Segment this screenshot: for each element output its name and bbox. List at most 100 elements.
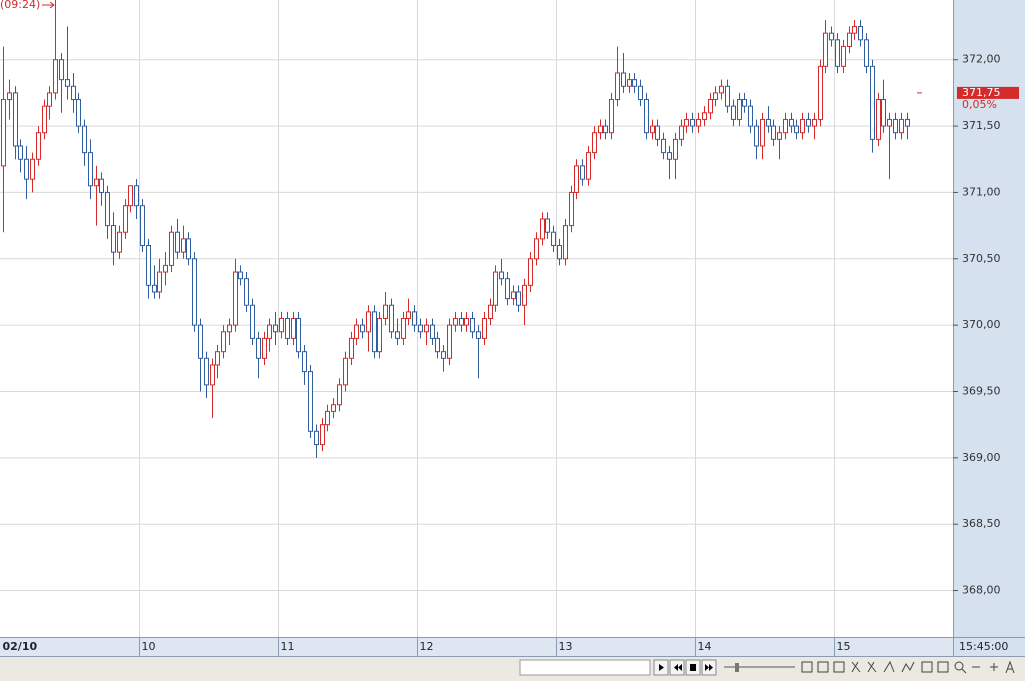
candle-body: [742, 99, 747, 107]
candle-body: [94, 178, 99, 187]
icon: [690, 664, 696, 671]
candle-body: [615, 72, 620, 101]
candle-body: [302, 351, 307, 373]
tool-icon[interactable]: [921, 661, 933, 673]
annotation: (09:24): [0, 0, 40, 11]
candle-body: [192, 258, 197, 326]
candle-body: [569, 191, 574, 227]
candle-body: [488, 304, 493, 319]
candle-body: [215, 351, 220, 366]
candle-body: [349, 337, 354, 359]
candle-body: [152, 284, 157, 293]
candle-body: [227, 324, 232, 333]
x-tick-label: 15: [837, 640, 851, 653]
candle-body: [516, 291, 521, 306]
candle-body: [708, 99, 713, 114]
scroll-track[interactable]: [519, 659, 651, 676]
icon: [705, 664, 713, 671]
candle-body: [777, 132, 782, 140]
candle-body: [679, 125, 684, 140]
icon: [659, 664, 664, 671]
candle-body: [655, 125, 660, 140]
tool-icon[interactable]: [901, 661, 915, 673]
candle-body: [285, 318, 290, 339]
candle-body: [273, 324, 278, 333]
last-time-label: 15:45:00: [959, 640, 1008, 653]
candle-body: [65, 79, 70, 87]
last-price-box: [957, 86, 1019, 99]
candle-body: [493, 271, 498, 306]
x-tick-label: 02/10: [3, 640, 38, 653]
y-tick-label: 371,00: [962, 185, 1001, 198]
candle-body: [175, 231, 180, 253]
tool-icon[interactable]: [817, 661, 829, 673]
candle-body: [551, 231, 556, 247]
zoom-icon[interactable]: [954, 661, 964, 671]
candle-body: [18, 145, 23, 160]
font-icon[interactable]: [1005, 660, 1015, 674]
candle-body: [887, 118, 892, 127]
candle-body: [574, 165, 579, 193]
candle-body: [406, 311, 411, 320]
candle-body: [858, 26, 863, 41]
slider-thumb[interactable]: [735, 663, 739, 672]
candle-body: [684, 118, 689, 127]
candle-body: [545, 218, 550, 233]
candle-body: [366, 311, 371, 333]
candle-body: [621, 72, 626, 87]
tool-icon[interactable]: [937, 661, 949, 673]
candle-body: [233, 271, 238, 326]
candle-body: [383, 304, 388, 319]
zoom-icon[interactable]: [961, 668, 967, 674]
time-axis-panel: [0, 637, 953, 657]
candle-body: [82, 125, 87, 154]
candle-body: [476, 331, 481, 339]
tool-icon[interactable]: [851, 661, 861, 673]
candle-body: [42, 105, 47, 134]
candle-body: [105, 191, 110, 227]
candle-body: [401, 318, 406, 339]
icon: [674, 664, 682, 671]
candle-body: [609, 99, 614, 134]
candle-body: [760, 118, 765, 147]
candle-body: [360, 324, 365, 333]
candle-body: [343, 357, 348, 386]
candle-body: [511, 291, 516, 300]
candle-body: [667, 152, 672, 160]
y-tick-label: 370,00: [962, 318, 1001, 331]
candle-body: [818, 65, 823, 120]
candle-body: [823, 32, 828, 67]
x-tick-label: 12: [420, 640, 434, 653]
candle-body: [424, 324, 429, 333]
plus-icon[interactable]: [990, 663, 998, 671]
x-tick-label: 13: [559, 640, 573, 653]
tool-icon[interactable]: [883, 660, 895, 673]
candle-body: [169, 231, 174, 266]
candle-body: [111, 225, 116, 253]
candle-body: [296, 318, 301, 353]
tool-icon[interactable]: [801, 661, 813, 673]
candle-body: [632, 79, 637, 87]
candle-body: [592, 132, 597, 154]
candle-body: [586, 152, 591, 180]
candle-body: [36, 132, 41, 160]
candle-body: [24, 158, 29, 180]
candle-body: [453, 318, 458, 326]
candle-body: [459, 318, 464, 326]
tool-icon[interactable]: [867, 661, 877, 673]
candle-body: [291, 318, 296, 339]
y-tick-label: 371,50: [962, 119, 1001, 132]
candle-body: [702, 112, 707, 120]
candle-body: [30, 158, 35, 180]
candle-body: [412, 311, 417, 326]
candle-body: [250, 304, 255, 339]
y-tick-label: 372,00: [962, 53, 1001, 66]
candle-body: [864, 39, 869, 67]
y-tick-label: 368,00: [962, 584, 1001, 597]
tool-icon[interactable]: [833, 661, 845, 673]
plot-area: [0, 0, 953, 637]
candle-body: [244, 278, 249, 306]
candle-body: [771, 125, 776, 140]
candle-body: [812, 118, 817, 127]
